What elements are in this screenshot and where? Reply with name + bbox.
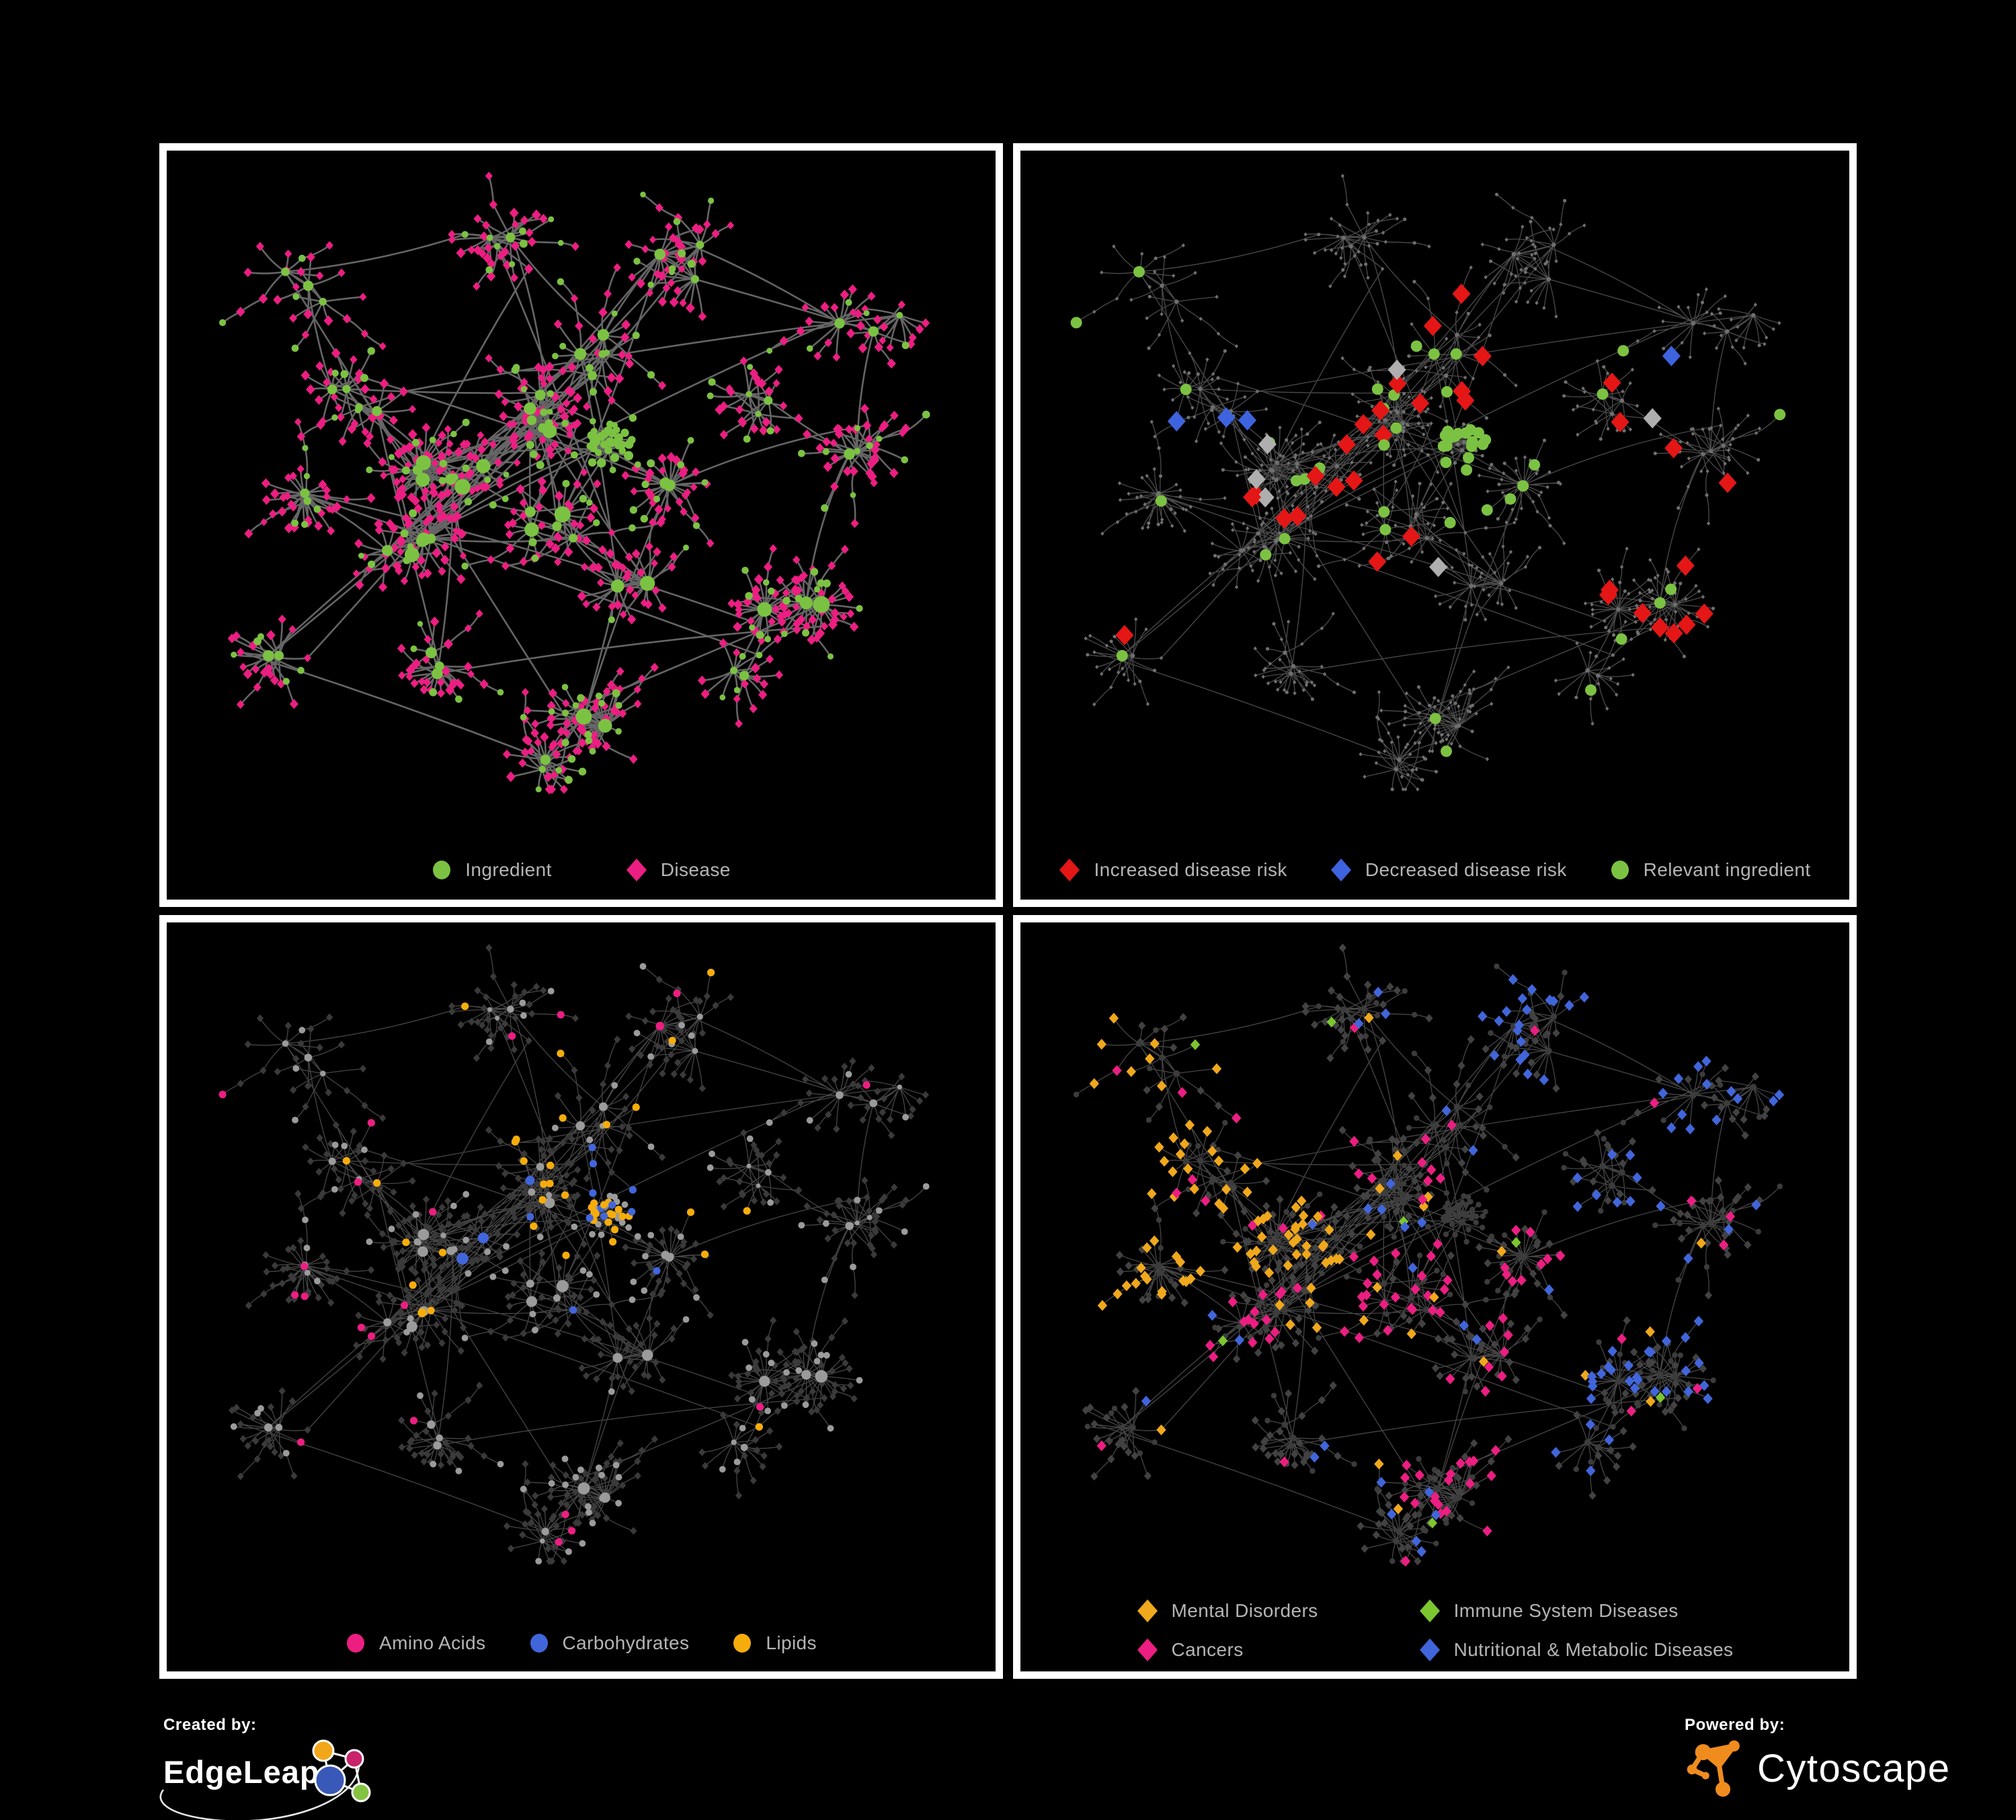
diamond-marker	[1137, 1638, 1158, 1661]
legend-ingredient-classes: Amino Acids Carbohydrates Lipids	[167, 1632, 996, 1654]
network-nodes	[218, 944, 930, 1565]
legend-label: Increased disease risk	[1094, 859, 1287, 880]
diamond-marker	[1137, 1599, 1158, 1622]
legend-label: Lipids	[766, 1632, 817, 1653]
legend-disease-risk: Increased disease risk Decreased disease …	[1020, 858, 1849, 882]
edgeleap-logo-icon	[312, 1739, 371, 1803]
edgeleap-logo: EdgeLeap	[159, 1736, 513, 1820]
legend-disease-classes: Mental Disorders Immune System Diseases Ca…	[1137, 1599, 1734, 1662]
legend-ingredient-disease: Ingredient Disease	[167, 858, 996, 882]
legend-label: Carbohydrates	[562, 1632, 690, 1653]
legend-item-ingredient: Ingredient	[432, 859, 552, 881]
legend-label: Cancers	[1171, 1639, 1244, 1660]
network-edges	[1076, 175, 1781, 790]
diamond-marker	[626, 859, 647, 881]
created-by-brand: Created by: EdgeLeap	[159, 1716, 513, 1820]
legend-label: Ingredient	[465, 859, 552, 880]
network-ingredient-classes	[218, 944, 930, 1565]
legend-item-mental-disorders: Mental Disorders	[1137, 1599, 1318, 1623]
powered-by-brand: Powered by: Cytoscape	[1685, 1716, 1951, 1799]
diamond-marker	[1419, 1638, 1440, 1661]
legend-item-cancers: Cancers	[1137, 1638, 1244, 1662]
network-disease-risk	[1070, 173, 1786, 791]
cytoscape-wordmark: Cytoscape	[1757, 1746, 1951, 1790]
edgeleap-wordmark: EdgeLeap	[163, 1754, 320, 1790]
powered-by-label: Powered by:	[1685, 1716, 1785, 1734]
legend-label: Amino Acids	[379, 1632, 486, 1653]
panel-ingredient-classes: Amino Acids Carbohydrates Lipids	[159, 915, 1003, 1679]
legend-item-increased-disease-risk: Increased disease risk	[1059, 858, 1287, 882]
legend-label: Immune System Diseases	[1453, 1600, 1679, 1621]
legend-item-nutritional-metabolic-diseases: Nutritional & Metabolic Diseases	[1419, 1638, 1734, 1662]
network-nodes	[1070, 173, 1786, 791]
legend-label: Nutritional & Metabolic Diseases	[1453, 1639, 1734, 1660]
network-edges	[221, 175, 927, 791]
panel-disease-risk: Increased disease risk Decreased disease …	[1013, 143, 1857, 907]
legend-label: Relevant ingredient	[1643, 859, 1811, 880]
network-nodes	[1073, 943, 1785, 1567]
legend-item-carbohydrates: Carbohydrates	[529, 1632, 690, 1654]
legend-label: Mental Disorders	[1171, 1600, 1318, 1621]
legend-item-disease: Disease	[626, 858, 731, 882]
circle-marker	[433, 861, 451, 879]
legend-label: Disease	[660, 859, 731, 880]
network-nodes	[219, 171, 930, 795]
circle-marker	[733, 1634, 752, 1653]
legend-item-relevant-ingredient: Relevant ingredient	[1610, 859, 1811, 881]
legend-label: Decreased disease risk	[1365, 859, 1567, 880]
created-by-label: Created by:	[163, 1716, 257, 1734]
network-disease-classes	[1073, 943, 1785, 1567]
diamond-marker	[1059, 859, 1080, 881]
circle-marker	[1611, 861, 1629, 879]
panel-ingredient-disease: Ingredient Disease	[159, 143, 1003, 907]
network-edges	[222, 947, 927, 1562]
cytoscape-logo-icon	[1687, 1740, 1740, 1797]
edgeleap-swoosh	[159, 1751, 360, 1820]
network-edges	[1076, 947, 1781, 1562]
circle-marker	[347, 1634, 365, 1653]
circle-marker	[530, 1634, 548, 1653]
legend-item-immune-system-diseases: Immune System Diseases	[1419, 1599, 1679, 1623]
panel-disease-classes: Mental Disorders Immune System Diseases Ca…	[1013, 915, 1857, 1679]
legend-item-decreased-disease-risk: Decreased disease risk	[1330, 858, 1567, 882]
diamond-marker	[1419, 1599, 1440, 1622]
legend-item-amino-acids: Amino Acids	[346, 1632, 485, 1654]
legend-item-lipids: Lipids	[732, 1632, 817, 1654]
diamond-marker	[1330, 859, 1351, 881]
network-ingredient-disease	[219, 171, 930, 795]
